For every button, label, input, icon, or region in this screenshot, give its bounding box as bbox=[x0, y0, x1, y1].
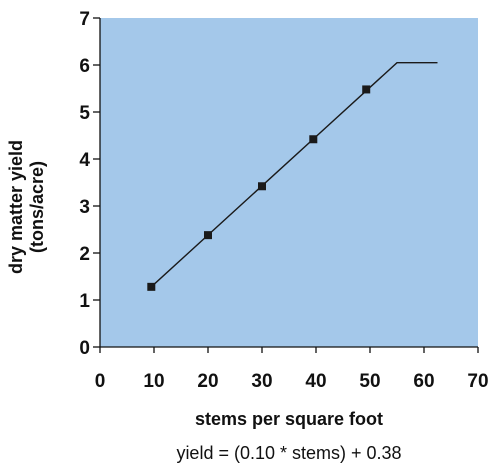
y-tick-label: 0 bbox=[79, 338, 90, 359]
chart-marks bbox=[147, 62, 438, 291]
y-tick-label: 4 bbox=[79, 150, 90, 171]
y-tick-label: 7 bbox=[79, 9, 90, 30]
axes bbox=[99, 18, 478, 348]
x-tick-label: 10 bbox=[143, 371, 164, 392]
y-axis-title: dry matter yield (tons/acre) bbox=[6, 140, 47, 274]
y-tick-label: 6 bbox=[79, 56, 90, 77]
x-tick-label: 20 bbox=[197, 371, 218, 392]
data-point-marker bbox=[204, 231, 212, 240]
x-tick-label: 60 bbox=[413, 371, 434, 392]
data-point-marker bbox=[147, 282, 156, 291]
regression-formula: yield = (0.10 * stems) + 0.38 bbox=[176, 443, 401, 463]
y-tick-label: 5 bbox=[79, 103, 90, 124]
data-point-marker bbox=[309, 135, 318, 144]
x-tick-label: 30 bbox=[251, 371, 272, 392]
x-tick-label: 0 bbox=[95, 371, 106, 392]
y-tick-label: 1 bbox=[79, 291, 90, 312]
y-tick-label: 3 bbox=[79, 197, 90, 218]
x-axis-title: stems per square foot bbox=[195, 409, 383, 429]
data-point-marker bbox=[258, 182, 266, 191]
y-tick-label: 2 bbox=[79, 244, 90, 265]
x-tick-label: 70 bbox=[467, 371, 488, 392]
data-point-marker bbox=[362, 85, 371, 94]
series-line bbox=[150, 62, 438, 288]
x-tick-label: 40 bbox=[305, 371, 326, 392]
x-tick-label: 50 bbox=[359, 371, 380, 392]
y-axis-title-line-2: (tons/acre) bbox=[27, 161, 47, 253]
y-axis-title-line-1: dry matter yield bbox=[6, 140, 26, 274]
plot-area bbox=[100, 18, 478, 347]
